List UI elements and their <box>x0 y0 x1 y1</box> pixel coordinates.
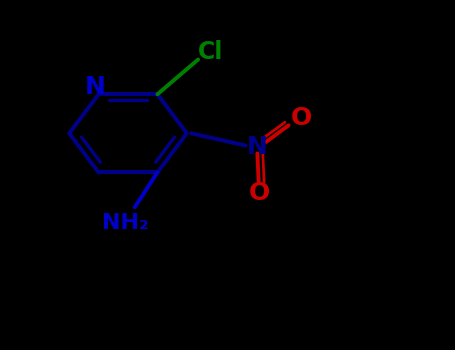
Text: O: O <box>291 106 312 131</box>
Text: NH₂: NH₂ <box>102 214 149 233</box>
Text: Cl: Cl <box>197 40 223 64</box>
Text: N: N <box>85 75 106 99</box>
Text: N: N <box>247 135 268 159</box>
Text: O: O <box>248 181 270 205</box>
